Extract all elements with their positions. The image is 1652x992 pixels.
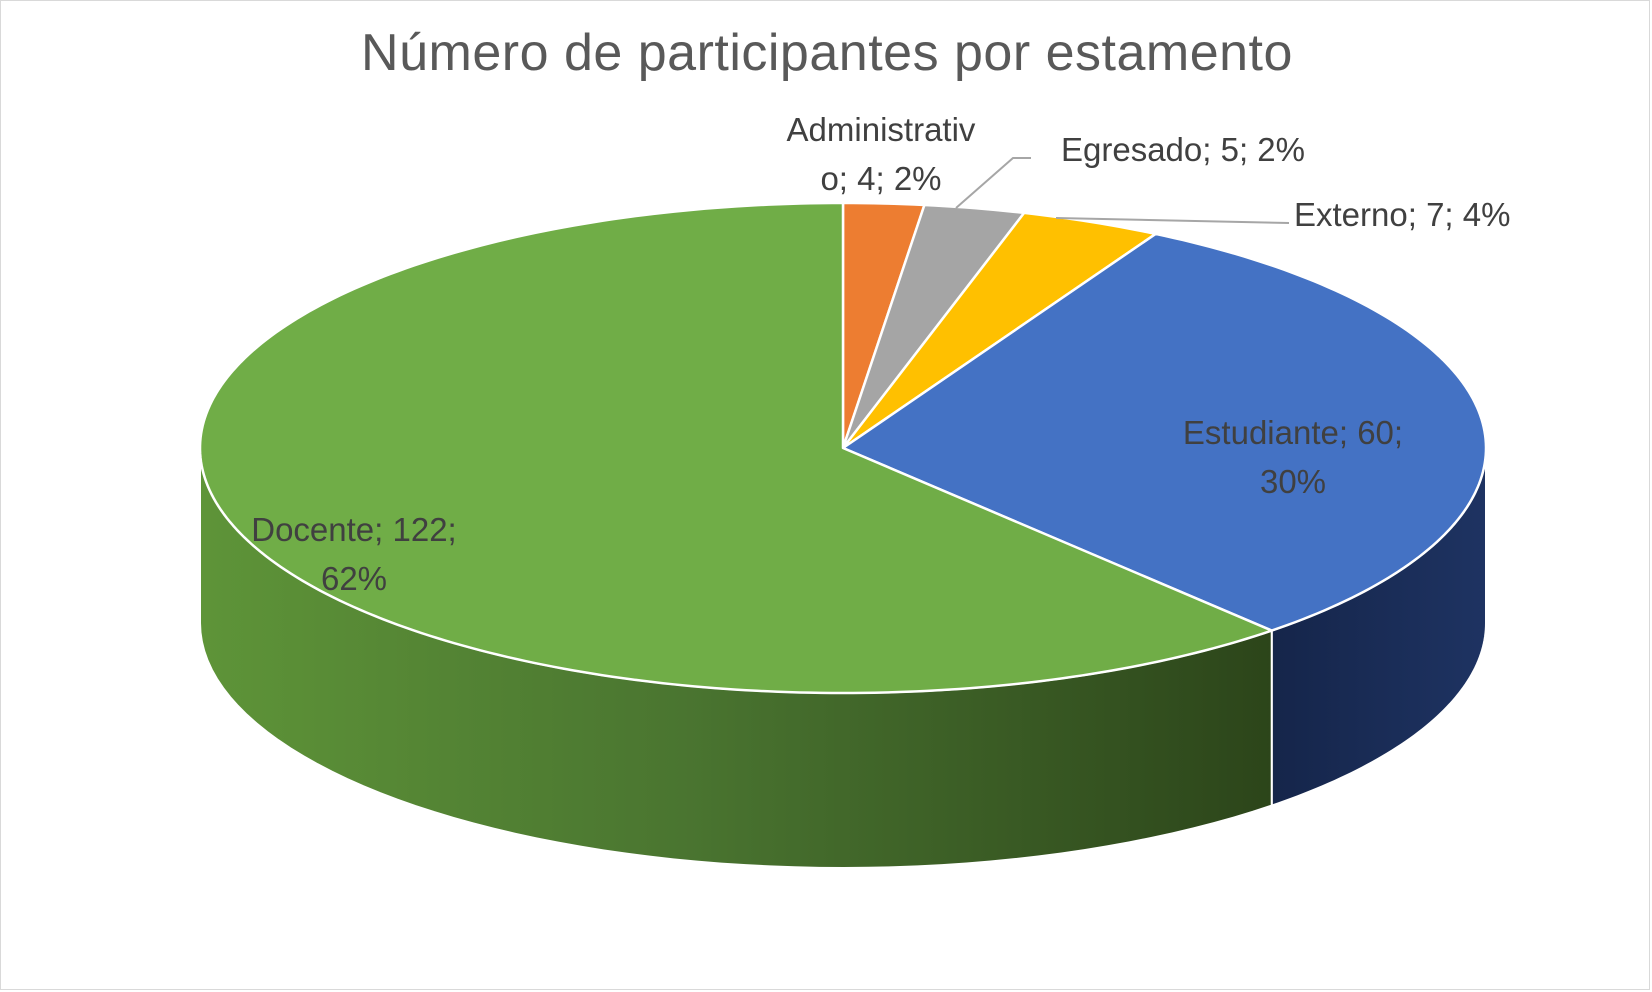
leader-line-egresado xyxy=(955,157,1031,209)
leader-line-externo xyxy=(1055,217,1290,224)
data-label-line: o; 4; 2% xyxy=(820,160,941,197)
data-label-line: 30% xyxy=(1260,463,1326,500)
data-label-egresado: Egresado; 5; 2% xyxy=(1061,131,1305,168)
data-label-line: Docente; 122; xyxy=(251,511,456,548)
data-label-line: Externo; 7; 4% xyxy=(1294,196,1510,233)
data-label-estudiante: Estudiante; 60; 30% xyxy=(1183,414,1403,500)
pie-slice-externo xyxy=(841,211,1157,450)
data-label-docente: Docente; 122; 62% xyxy=(251,511,456,597)
pie-slice-docente xyxy=(198,201,1273,695)
chart-title: Número de participantes por estamento xyxy=(361,24,1293,82)
data-label-line: Administrativ xyxy=(787,111,976,148)
data-label-externo: Externo; 7; 4% xyxy=(1294,196,1510,233)
pie-slice-estudiante xyxy=(841,232,1488,632)
data-label-line: 62% xyxy=(321,560,387,597)
data-label-line: Egresado; 5; 2% xyxy=(1061,131,1305,168)
data-label-line: Estudiante; 60; xyxy=(1183,414,1403,451)
data-label-administrativo: Administrativ o; 4; 2% xyxy=(787,111,976,197)
